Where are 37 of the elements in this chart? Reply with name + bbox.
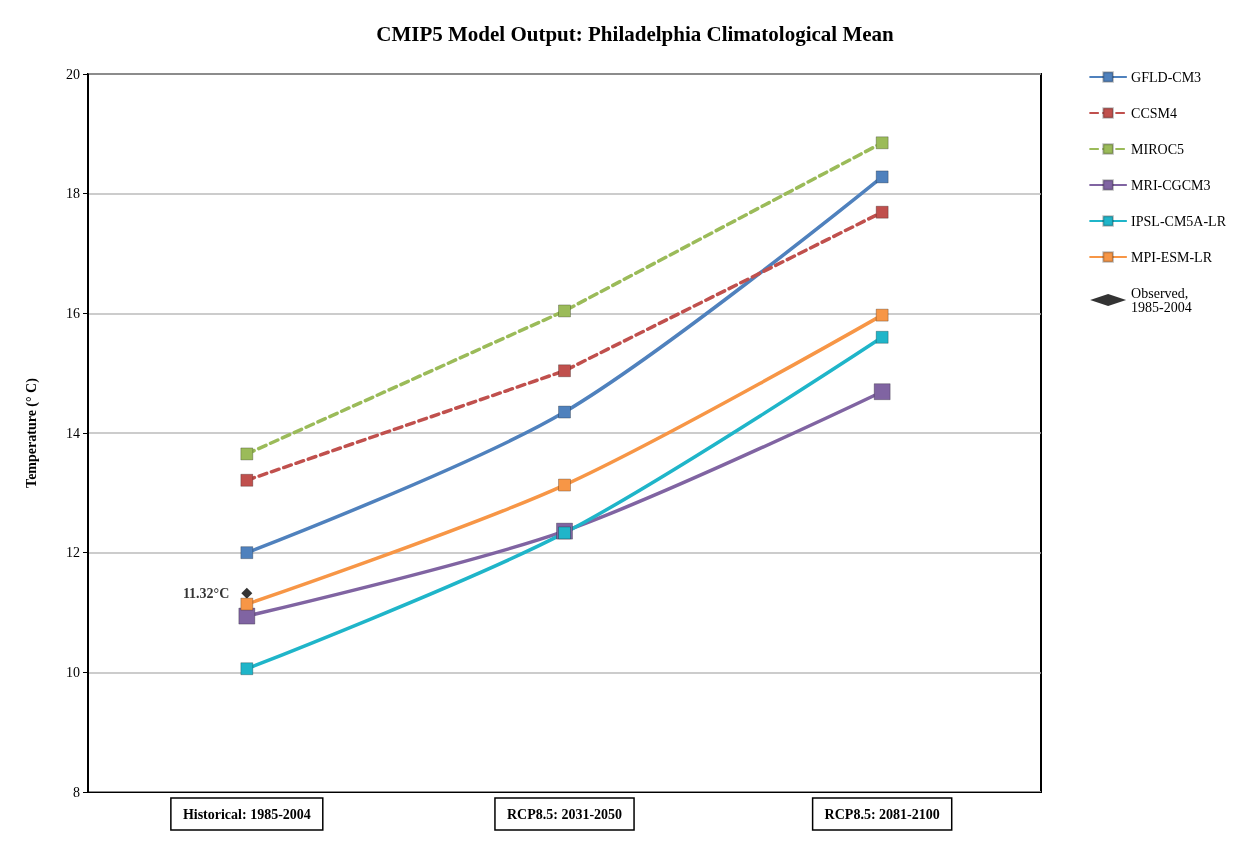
point <box>241 587 253 599</box>
chart-title: CMIP5 Model Output: Philadelphia Climatological Mean <box>376 21 895 46</box>
point <box>558 478 571 492</box>
x-tick-label: RCP8.5: 2031-2050 <box>506 806 623 822</box>
y-tick-label: 12 <box>66 545 80 561</box>
point <box>240 473 254 487</box>
y-tick-label: 8 <box>73 784 80 800</box>
legend-label: MRI-CGCM3 <box>1131 177 1211 193</box>
legend-label: CCSM4 <box>1131 105 1178 121</box>
data-label: 11.32°C <box>182 585 230 601</box>
y-axis-title: Temperature (° C) <box>23 377 40 488</box>
point <box>240 597 254 611</box>
point <box>240 662 254 676</box>
y-tick-label: 10 <box>66 664 80 680</box>
legend-label: GFLD-CM3 <box>1131 69 1202 85</box>
point <box>240 546 254 560</box>
legend-label: MIROC5 <box>1131 141 1185 157</box>
y-tick-label: 14 <box>66 425 80 441</box>
point <box>558 304 571 318</box>
point <box>873 383 891 401</box>
point <box>875 136 889 150</box>
point <box>240 447 254 461</box>
legend-label: MPI-ESM-LR <box>1131 249 1213 265</box>
point <box>875 170 889 184</box>
legend-label: IPSL-CM5A-LR <box>1131 213 1227 229</box>
x-tick-label: Historical: 1985-2004 <box>182 806 311 822</box>
y-tick-label: 20 <box>66 66 80 82</box>
y-tick-label: 16 <box>66 305 80 321</box>
point <box>558 364 571 378</box>
point <box>875 330 889 344</box>
point <box>558 405 571 419</box>
point <box>558 526 571 540</box>
point <box>875 205 889 219</box>
y-tick-label: 18 <box>66 186 80 202</box>
point <box>875 308 889 322</box>
x-tick-label: RCP8.5: 2081-2100 <box>824 806 940 822</box>
legend-label: Observed, 1985-2004 <box>1131 285 1192 315</box>
